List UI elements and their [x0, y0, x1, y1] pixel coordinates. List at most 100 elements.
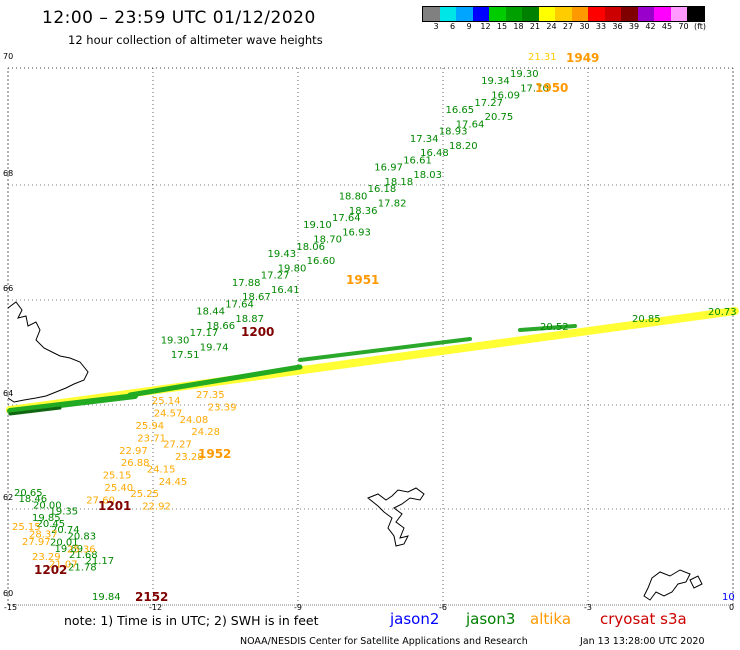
shetland-islands-coastline	[643, 569, 703, 601]
wave-height-value: 16.18	[368, 184, 397, 195]
wave-height-value: 17.51	[171, 350, 200, 361]
wave-height-value: 25.25	[130, 489, 159, 500]
wave-height-value: 16.65	[446, 105, 475, 116]
color-scale-bar	[422, 6, 705, 22]
wave-height-value: 19.43	[268, 249, 297, 260]
color-swatch	[604, 7, 621, 21]
y-tick-label: 70	[3, 52, 13, 61]
wave-height-value: 17.64	[456, 119, 485, 130]
track-edge-label: 10	[722, 592, 735, 603]
wave-height-value: 18.20	[449, 141, 478, 152]
wave-height-value: 19.85	[32, 513, 61, 524]
wave-height-value: 21.68	[69, 550, 98, 561]
wave-height-value: 19.84	[92, 592, 121, 603]
y-tick-label: 60	[3, 589, 13, 598]
track-band	[7, 393, 138, 414]
color-swatch	[588, 7, 605, 21]
track-band	[8, 406, 62, 416]
wave-height-value: 25.14	[152, 396, 181, 407]
color-swatch	[505, 7, 522, 21]
track-band	[127, 364, 303, 398]
faroe-islands-coastline	[367, 487, 425, 547]
wave-height-value: 22.97	[119, 446, 148, 457]
color-swatch	[472, 7, 489, 21]
wave-height-value: 20.85	[632, 314, 661, 325]
color-swatch	[456, 7, 473, 21]
wave-height-value: 25.36	[67, 545, 96, 556]
wave-height-value: 20.01	[50, 538, 79, 549]
color-scale-label: 3	[433, 22, 439, 31]
color-swatch	[654, 7, 671, 21]
color-scale-label: 21	[529, 22, 541, 31]
wave-height-value: 25.15	[12, 522, 41, 533]
color-swatch	[621, 7, 638, 21]
wave-height-value: 18.70	[313, 235, 342, 246]
wave-height-value: 27.60	[86, 495, 115, 506]
wave-height-value: 19.35	[50, 507, 79, 518]
wave-height-value: 16.41	[271, 285, 300, 296]
wave-height-value: 17.17	[190, 328, 219, 339]
track-time-label: 1950	[535, 81, 568, 95]
wave-height-value: 18.67	[242, 292, 271, 303]
wave-height-value: 18.44	[196, 307, 225, 318]
wave-height-value: 23.29	[32, 552, 61, 563]
color-swatch	[637, 7, 654, 21]
wave-height-value: 16.48	[420, 148, 449, 159]
lat-lon-grid	[7, 67, 734, 606]
wave-height-value: 16.61	[403, 155, 432, 166]
wave-height-value: 19.74	[200, 343, 229, 354]
wave-height-value: 20.75	[485, 112, 514, 123]
track-time-label: 1949	[566, 51, 599, 65]
wave-height-value: 26.88	[121, 458, 150, 469]
track-time-label: 2152	[135, 590, 168, 604]
wave-height-value: 22.92	[142, 502, 171, 513]
track-band	[518, 324, 577, 332]
altimeter-tracks: 19.3019.3417.7016.0917.2716.6520.7517.64…	[6, 51, 739, 604]
wave-height-value: 20.73	[708, 307, 737, 318]
wave-height-value: 27.35	[196, 390, 225, 401]
y-tick-label: 66	[3, 284, 13, 293]
wave-height-value: 18.36	[349, 206, 378, 217]
wave-height-value: 16.09	[491, 91, 520, 102]
color-swatch	[670, 7, 687, 21]
track-band	[298, 337, 472, 362]
wave-height-value: 17.27	[474, 98, 503, 109]
wave-height-value: 19.69	[55, 544, 84, 555]
color-scale-label: 42	[645, 22, 656, 31]
wave-height-value: 21.78	[68, 562, 97, 573]
y-tick-label: 68	[3, 169, 13, 178]
color-scale-label: 18	[513, 22, 524, 31]
page-title: 12:00 – 23:59 UTC 01/12/2020	[42, 8, 316, 28]
wave-height-value: 17.64	[225, 299, 254, 310]
wave-height-value: 21.31	[528, 52, 557, 63]
y-tick-label: 64	[3, 389, 13, 398]
track-time-label: 1951	[346, 273, 379, 287]
wave-height-value: 17.27	[261, 271, 290, 282]
wave-height-value: 25.40	[105, 483, 134, 494]
wave-height-value: 24.57	[154, 409, 183, 420]
color-scale-label: 24	[546, 22, 557, 31]
color-scale-label: 9	[466, 22, 472, 31]
wave-height-value: 20.00	[33, 500, 62, 511]
iceland-coastline	[7, 301, 89, 403]
axis-ticks: -15 -12 -9 -6 -3 0 70 68 66 64 62 60	[3, 52, 734, 612]
legend-altika: altika	[530, 610, 572, 628]
wave-height-value: 17.34	[410, 134, 439, 145]
track-time-label: 1952	[198, 447, 231, 461]
color-swatch	[489, 7, 506, 21]
track-time-label: 1201	[98, 499, 131, 513]
track-time-label: 1200	[241, 325, 274, 339]
wave-height-value: 24.45	[159, 477, 188, 488]
wave-height-value: 24.08	[180, 415, 209, 426]
wave-height-value: 17.88	[232, 278, 261, 289]
legend-cryosat: cryosat s3a	[600, 610, 687, 628]
color-scale-label: 45	[661, 22, 673, 31]
color-scale-label: 27	[562, 22, 574, 31]
x-tick-label: -12	[149, 603, 162, 612]
generation-timestamp: Jan 13 13:28:00 UTC 2020	[580, 636, 705, 647]
wave-height-value: 19.30	[510, 69, 539, 80]
coastline-layer	[7, 301, 703, 601]
wave-height-value: 18.87	[235, 314, 264, 325]
wave-height-value: 23.71	[137, 433, 166, 444]
color-swatch	[439, 7, 456, 21]
